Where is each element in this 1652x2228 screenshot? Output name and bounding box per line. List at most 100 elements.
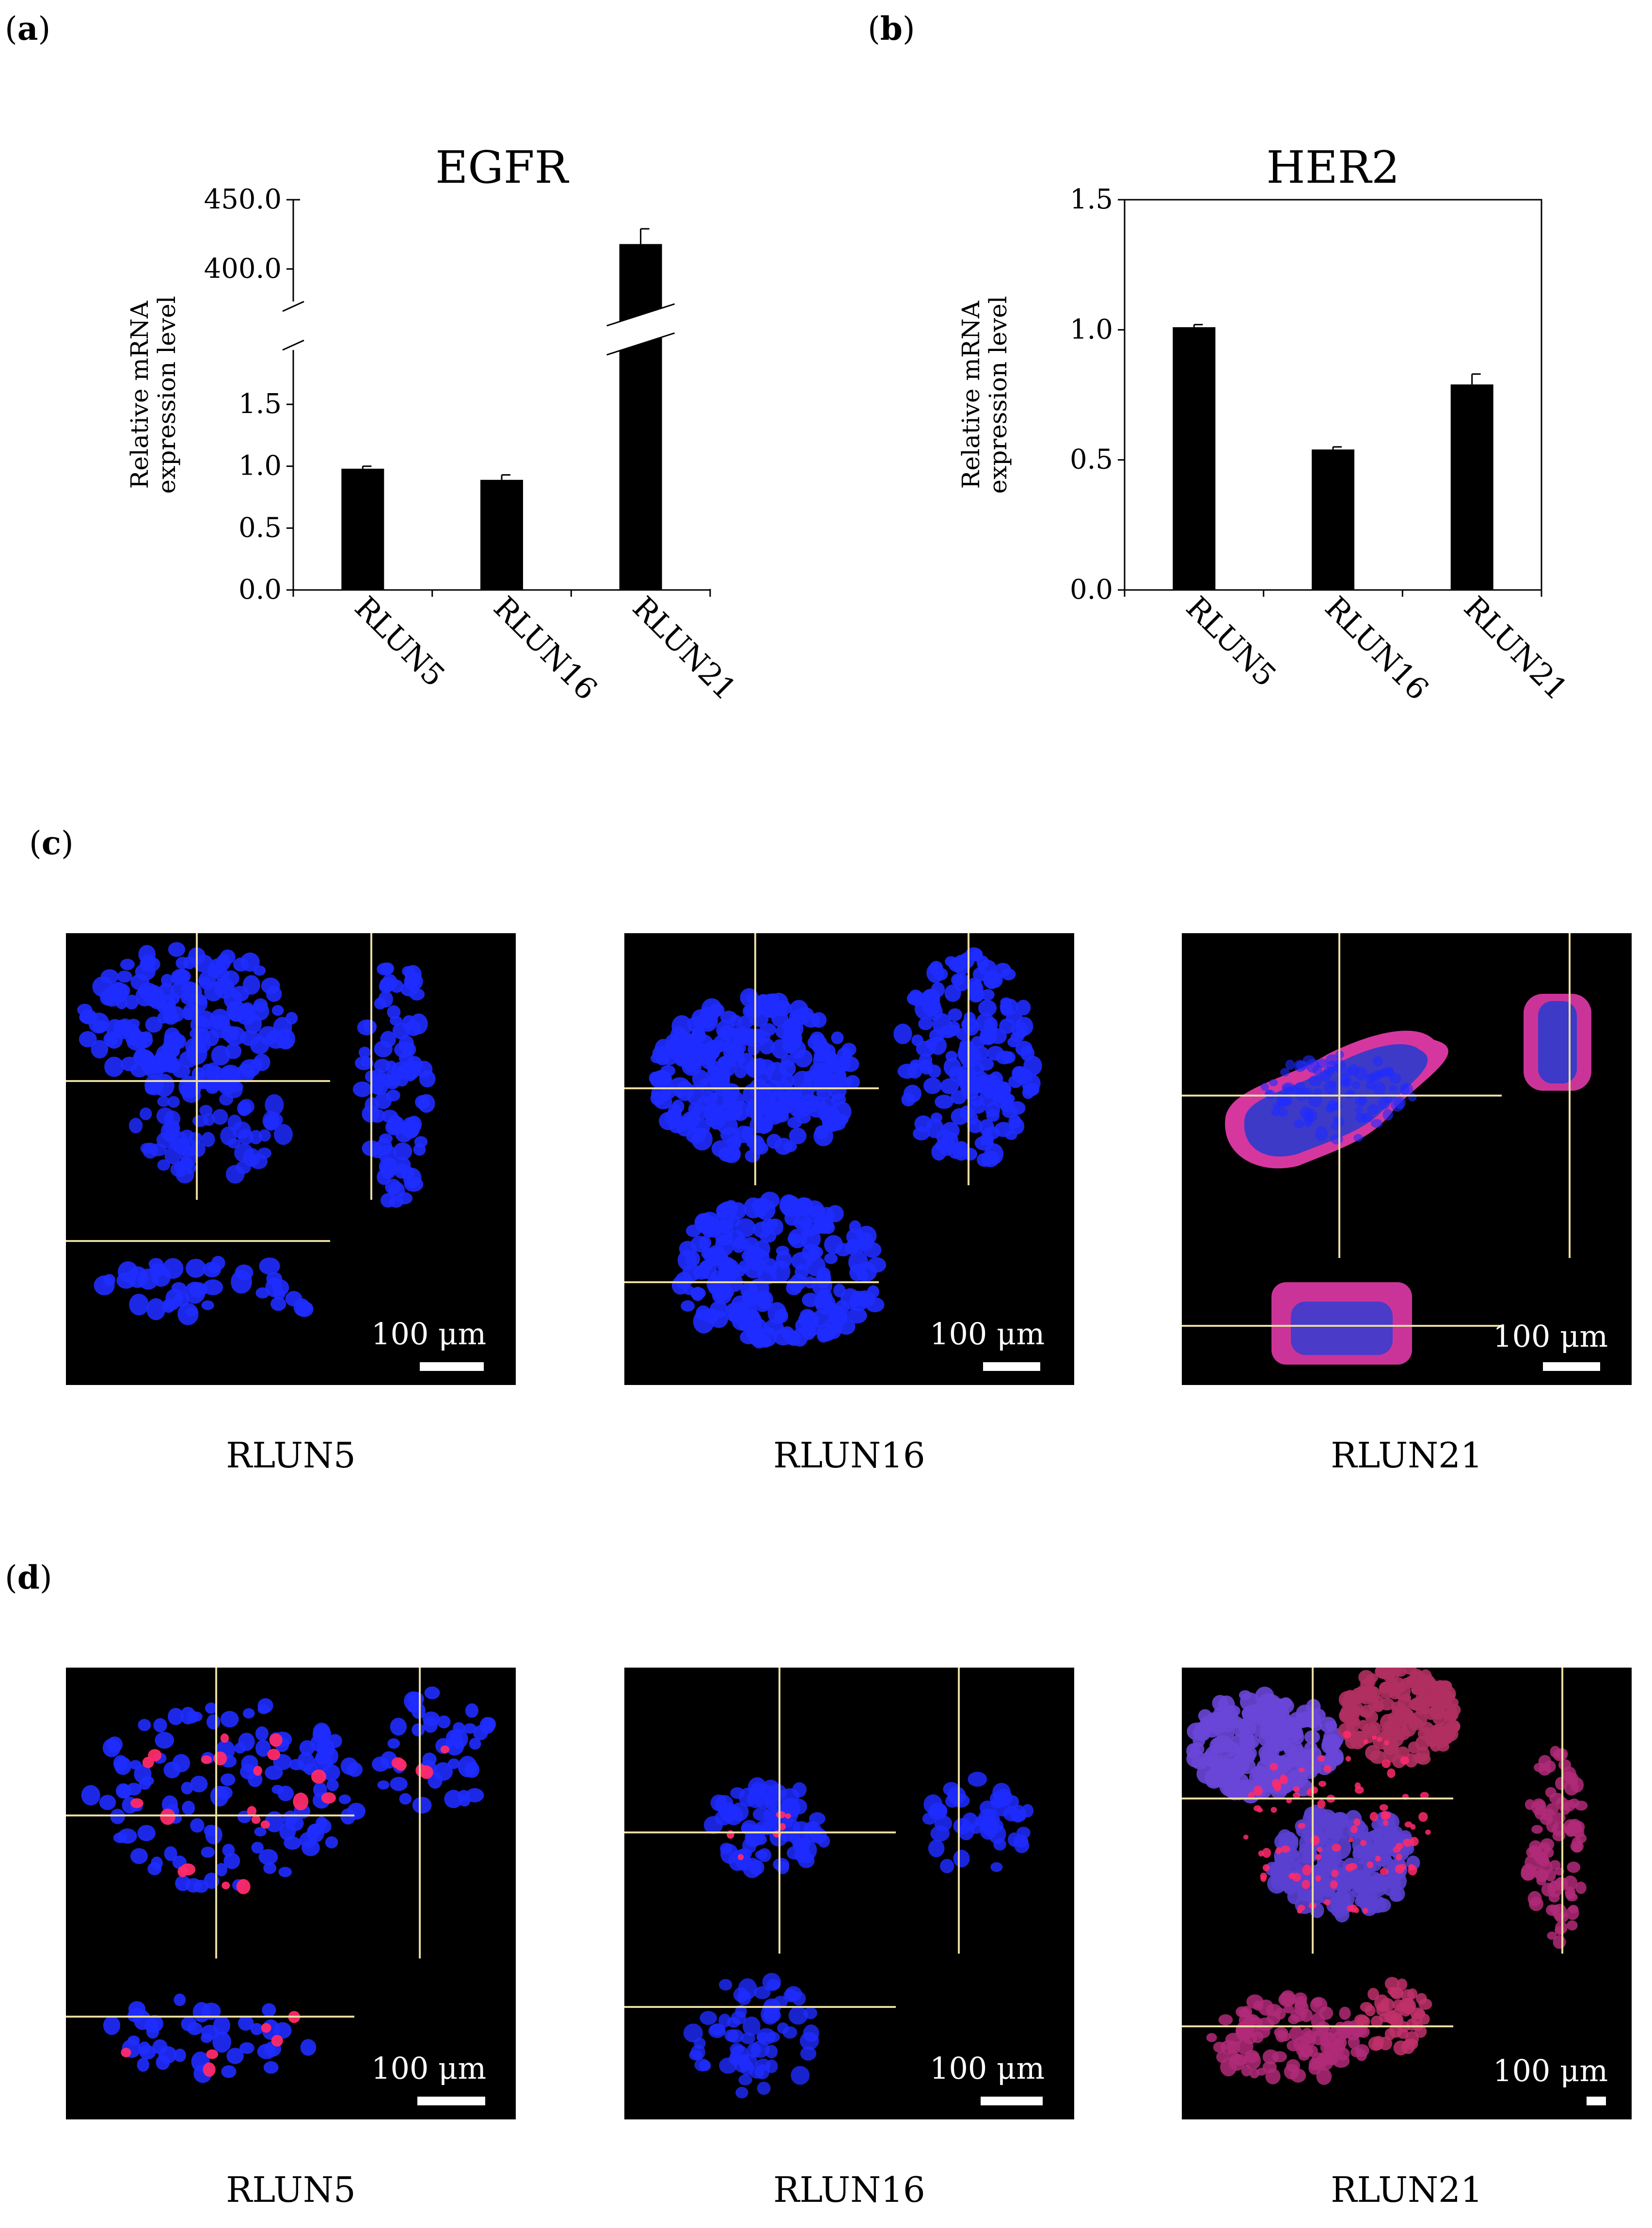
cell xyxy=(1430,1739,1442,1752)
cell xyxy=(1408,1093,1417,1102)
cell xyxy=(1285,1059,1295,1070)
cell xyxy=(180,1146,198,1166)
cell xyxy=(173,969,190,985)
cell xyxy=(221,1026,239,1042)
cell xyxy=(1360,1840,1366,1846)
micrograph-d-rlun21-image xyxy=(1182,1668,1588,2085)
cell xyxy=(1316,2068,1332,2085)
cell xyxy=(424,1686,440,1700)
chart-her2: HER2 Relative mRNAexpression level 0.0 0.5 1… xyxy=(957,142,1574,707)
cell xyxy=(1331,1869,1339,1878)
cell xyxy=(867,1257,887,1273)
cell xyxy=(81,1785,100,1806)
cell xyxy=(748,1028,765,1044)
cell xyxy=(948,1008,963,1021)
cell xyxy=(1271,1108,1281,1116)
cell xyxy=(206,2049,219,2059)
cell xyxy=(94,1275,115,1296)
panel-label-d: (d) xyxy=(5,1559,52,1596)
cell xyxy=(262,2003,276,2017)
cell xyxy=(220,1711,239,1728)
caption-d-rlun21: RLUN21 xyxy=(1331,2169,1483,2210)
cell xyxy=(247,1806,257,1816)
cell xyxy=(242,975,260,995)
cell xyxy=(1264,1719,1284,1735)
cell xyxy=(828,1080,847,1100)
cell xyxy=(195,994,207,1005)
cell xyxy=(163,1059,180,1073)
cell xyxy=(230,1081,243,1093)
cell xyxy=(833,1284,846,1298)
cell xyxy=(919,1059,933,1072)
cell xyxy=(720,1268,733,1281)
cell xyxy=(1440,1686,1456,1702)
cell xyxy=(1382,1759,1391,1768)
cell xyxy=(249,1153,268,1169)
cell xyxy=(940,1859,954,1874)
cell xyxy=(981,989,995,1001)
cell xyxy=(358,1047,371,1058)
nuclei-xz xyxy=(103,1993,317,2083)
cell xyxy=(928,1839,945,1858)
cell xyxy=(680,1033,693,1045)
cell xyxy=(767,1302,787,1324)
nuclei-yz xyxy=(352,962,436,1208)
cell xyxy=(720,1843,732,1855)
bar-break-gap xyxy=(606,304,675,355)
cell xyxy=(707,1045,720,1057)
cell xyxy=(257,2043,276,2059)
cell xyxy=(1541,1882,1556,1897)
cell xyxy=(390,1777,408,1791)
cell xyxy=(788,2006,808,2025)
cell xyxy=(994,963,1012,977)
cell xyxy=(201,1755,212,1764)
cell xyxy=(437,1715,451,1729)
cell xyxy=(655,1054,669,1066)
cell xyxy=(1260,1875,1267,1882)
cell xyxy=(757,1091,776,1113)
cell xyxy=(265,1811,284,1832)
cell xyxy=(893,1023,912,1044)
cell xyxy=(415,1061,433,1078)
cell xyxy=(239,2042,254,2054)
cell xyxy=(1361,1113,1373,1123)
cell xyxy=(1380,1868,1389,1875)
cell xyxy=(1275,1847,1282,1854)
cell xyxy=(192,1114,208,1127)
cell xyxy=(848,1251,868,1273)
cell xyxy=(257,1698,273,1713)
y-tick-label: 450.0 xyxy=(204,184,282,215)
x-tick-label: RLUN21 xyxy=(1457,589,1574,707)
cell xyxy=(945,1050,958,1062)
signal-yz xyxy=(1521,1746,1588,1949)
cell xyxy=(1017,1827,1031,1839)
cell xyxy=(253,1766,262,1776)
y-axis-label-line: expression level xyxy=(984,296,1012,493)
cell xyxy=(1253,2000,1264,2011)
cell xyxy=(412,1723,425,1736)
cell xyxy=(914,1115,932,1132)
cell xyxy=(1401,2039,1415,2054)
cell xyxy=(1389,1085,1398,1092)
cell xyxy=(1343,1731,1351,1739)
cell xyxy=(386,1116,402,1134)
panel-label-b: (b) xyxy=(868,10,915,48)
cell xyxy=(909,1059,922,1069)
cell xyxy=(167,993,180,1005)
cell xyxy=(986,1109,1000,1122)
cell xyxy=(683,2023,703,2043)
cell xyxy=(720,1010,737,1024)
cell xyxy=(1350,1904,1357,1913)
nuclei-xy xyxy=(1186,1687,1344,1804)
cell xyxy=(1345,1756,1351,1762)
cell xyxy=(977,959,997,975)
cell xyxy=(668,1036,683,1050)
cell xyxy=(130,1848,148,1864)
cell xyxy=(1332,1844,1341,1852)
micrograph-c-rlun5: 100 μm xyxy=(66,933,516,1385)
cell xyxy=(240,952,260,972)
cell xyxy=(947,1021,960,1034)
cell xyxy=(980,1027,997,1045)
cell xyxy=(1382,1095,1393,1103)
